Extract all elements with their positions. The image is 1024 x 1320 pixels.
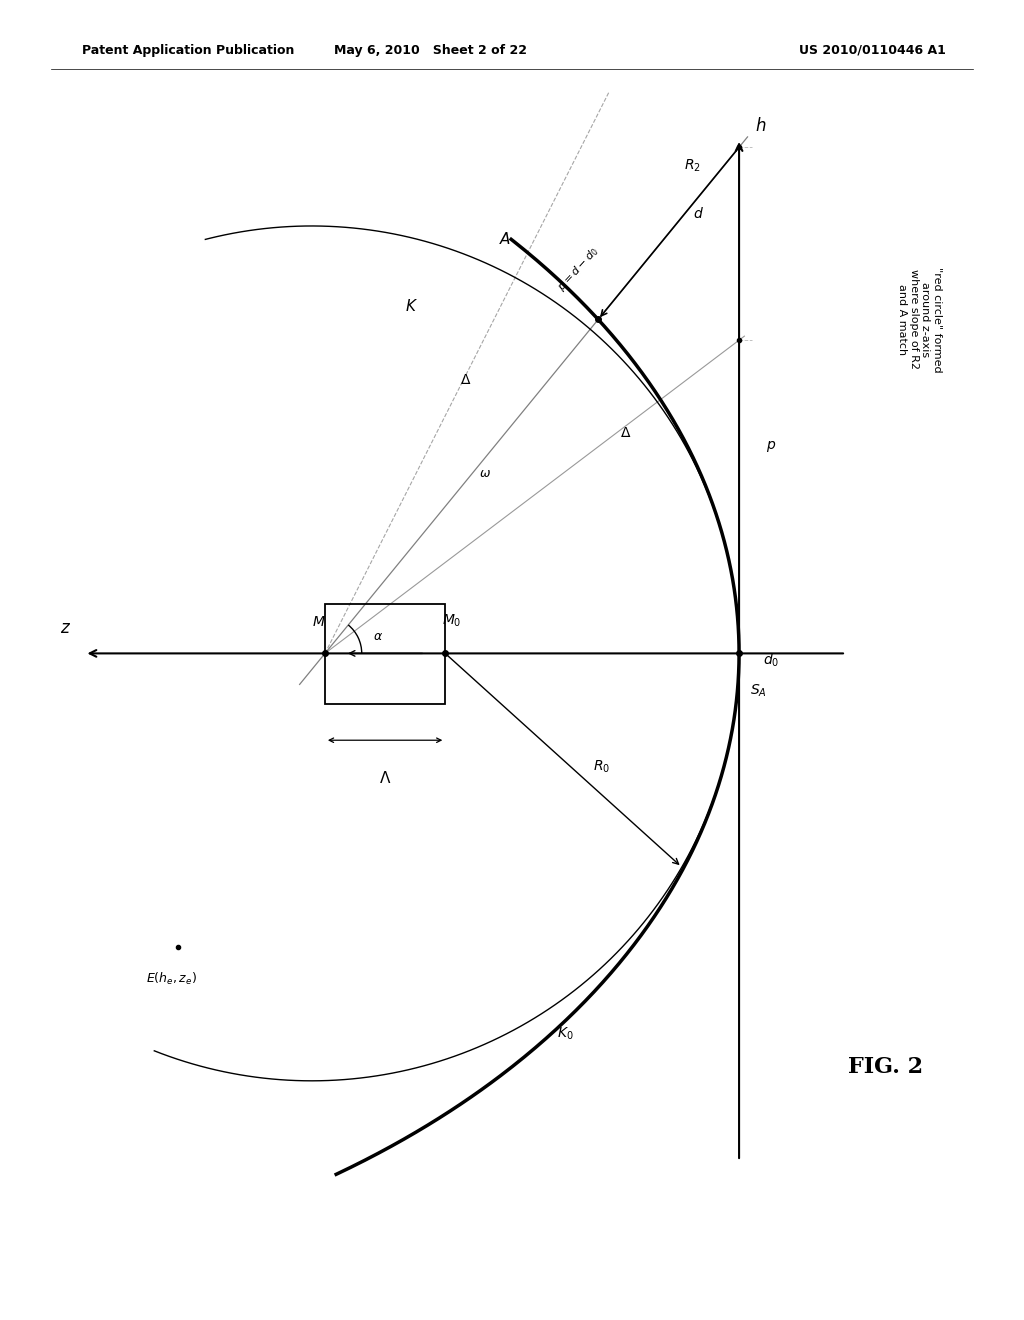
Text: $\Delta$: $\Delta$ [620, 426, 631, 440]
Text: May 6, 2010   Sheet 2 of 22: May 6, 2010 Sheet 2 of 22 [334, 44, 526, 57]
Text: $S_A$: $S_A$ [750, 682, 767, 700]
Text: $\omega$: $\omega$ [479, 466, 492, 479]
Text: $\alpha$: $\alpha$ [374, 630, 383, 643]
Text: $M$: $M$ [311, 615, 325, 630]
Text: $A$: $A$ [500, 231, 511, 247]
Text: $K$: $K$ [406, 298, 419, 314]
Text: $\Delta$: $\Delta$ [460, 372, 471, 387]
Text: FIG. 2: FIG. 2 [849, 1056, 924, 1078]
Text: z: z [60, 619, 69, 638]
Text: $d$: $d$ [692, 206, 703, 220]
Bar [325, 605, 445, 704]
Text: $\Lambda$: $\Lambda$ [379, 770, 391, 785]
Text: $R_0$: $R_0$ [593, 759, 610, 775]
Text: $E(h_e,z_e)$: $E(h_e,z_e)$ [145, 972, 197, 987]
Text: $M_0$: $M_0$ [442, 612, 462, 630]
Text: Patent Application Publication: Patent Application Publication [82, 44, 294, 57]
Text: $d_0$: $d_0$ [763, 651, 779, 669]
Text: $K_0$: $K_0$ [557, 1026, 573, 1043]
Text: US 2010/0110446 A1: US 2010/0110446 A1 [799, 44, 945, 57]
Text: $p$: $p$ [766, 438, 776, 454]
Text: $p=d-d_0$: $p=d-d_0$ [555, 244, 602, 294]
Text: h: h [755, 116, 766, 135]
Text: "red circle" formed
around z-axis
where slope of R2
and A match: "red circle" formed around z-axis where … [897, 267, 942, 372]
Text: $R_2$: $R_2$ [684, 157, 700, 174]
